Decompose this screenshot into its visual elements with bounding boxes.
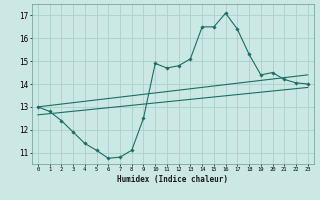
X-axis label: Humidex (Indice chaleur): Humidex (Indice chaleur)	[117, 175, 228, 184]
